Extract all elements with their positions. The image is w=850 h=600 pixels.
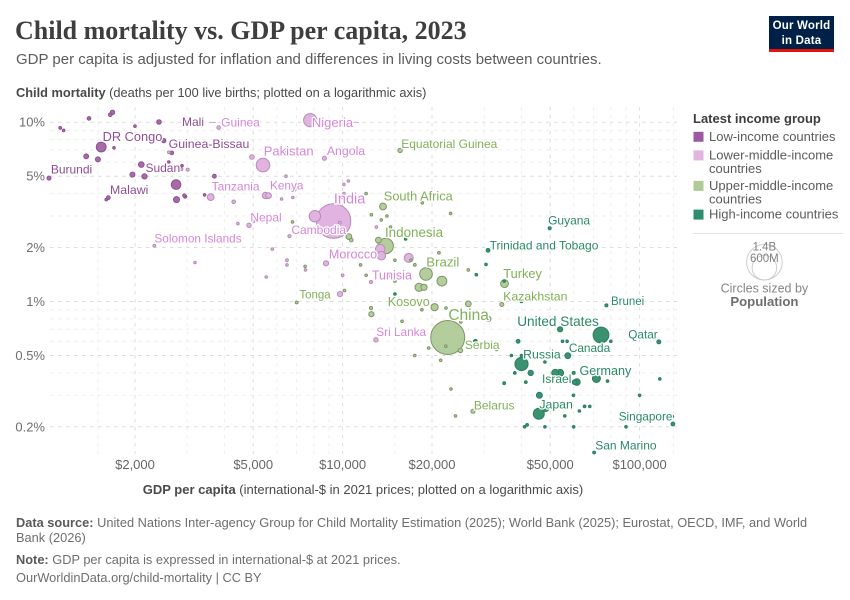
svg-text:Lower-middle-income: Lower-middle-income <box>709 148 833 163</box>
svg-text:Turkey: Turkey <box>503 266 542 281</box>
svg-text:Kazakhstan: Kazakhstan <box>503 290 567 304</box>
svg-text:Sri Lanka: Sri Lanka <box>376 325 426 339</box>
svg-text:countries: countries <box>709 161 762 176</box>
svg-text:$10,000: $10,000 <box>319 457 366 472</box>
svg-text:Pakistan: Pakistan <box>264 144 314 159</box>
svg-text:1%: 1% <box>26 294 45 309</box>
svg-text:0.2%: 0.2% <box>15 419 45 434</box>
svg-text:United States: United States <box>517 314 599 329</box>
svg-text:Circles sized by: Circles sized by <box>721 282 809 296</box>
svg-text:Latest income group: Latest income group <box>693 111 821 126</box>
svg-text:Guinea-Bissau: Guinea-Bissau <box>169 137 250 151</box>
svg-text:Malawi: Malawi <box>110 183 148 197</box>
svg-text:Guinea: Guinea <box>221 116 260 130</box>
svg-text:Burundi: Burundi <box>51 163 92 177</box>
svg-text:Kosovo: Kosovo <box>388 295 430 309</box>
svg-text:600M: 600M <box>750 253 779 265</box>
svg-text:$2,000: $2,000 <box>115 457 155 472</box>
svg-text:Serbia: Serbia <box>465 338 500 352</box>
svg-text:Sudan: Sudan <box>145 161 180 175</box>
svg-text:$100,000: $100,000 <box>612 457 666 472</box>
svg-text:South Africa: South Africa <box>384 188 454 203</box>
svg-text:Trinidad and Tobago: Trinidad and Tobago <box>490 239 599 253</box>
svg-text:San Marino: San Marino <box>595 439 657 453</box>
svg-text:Angola: Angola <box>327 144 365 158</box>
svg-text:$5,000: $5,000 <box>233 457 273 472</box>
svg-text:DR Congo: DR Congo <box>103 129 163 144</box>
svg-text:Population: Population <box>730 294 798 309</box>
svg-text:Russia: Russia <box>523 347 561 361</box>
svg-text:countries: countries <box>709 192 762 207</box>
svg-text:Israel: Israel <box>542 372 571 386</box>
svg-text:Qatar: Qatar <box>628 328 658 342</box>
svg-text:India: India <box>334 191 366 207</box>
svg-text:Brazil: Brazil <box>426 254 459 269</box>
svg-text:Tanzania: Tanzania <box>212 180 260 194</box>
svg-text:Singapore: Singapore <box>619 410 673 424</box>
svg-text:Morocco: Morocco <box>329 247 377 261</box>
svg-text:$20,000: $20,000 <box>409 457 456 472</box>
svg-text:Canada: Canada <box>569 341 611 355</box>
svg-text:Low-income countries: Low-income countries <box>709 129 836 144</box>
svg-text:High-income countries: High-income countries <box>709 207 839 222</box>
svg-text:$50,000: $50,000 <box>527 457 574 472</box>
svg-text:10%: 10% <box>19 115 45 130</box>
svg-text:Brunei: Brunei <box>611 296 644 308</box>
svg-text:Mali: Mali <box>182 115 204 129</box>
svg-text:Germany: Germany <box>580 364 632 378</box>
svg-text:Belarus: Belarus <box>474 399 515 413</box>
svg-text:Cambodia: Cambodia <box>291 223 346 237</box>
svg-text:2%: 2% <box>26 240 45 255</box>
svg-text:China: China <box>448 307 489 324</box>
svg-text:5%: 5% <box>26 169 45 184</box>
svg-text:Japan: Japan <box>539 397 573 411</box>
svg-text:Tonga: Tonga <box>299 290 331 302</box>
svg-text:Nigeria: Nigeria <box>312 115 354 130</box>
svg-text:GDP per capita (international-: GDP per capita (international-$ in 2021 … <box>143 482 584 497</box>
svg-text:Equatorial Guinea: Equatorial Guinea <box>401 137 497 151</box>
svg-text:Solomon Islands: Solomon Islands <box>154 231 241 245</box>
svg-text:1.4B: 1.4B <box>753 241 777 253</box>
svg-text:0.5%: 0.5% <box>15 348 45 363</box>
svg-text:Tunisia: Tunisia <box>372 268 412 282</box>
svg-text:Kenya: Kenya <box>270 179 304 193</box>
svg-text:Nepal: Nepal <box>250 211 281 225</box>
svg-text:Indonesia: Indonesia <box>385 225 444 240</box>
svg-text:Guyana: Guyana <box>548 214 590 228</box>
svg-text:Upper-middle-income: Upper-middle-income <box>709 178 833 193</box>
